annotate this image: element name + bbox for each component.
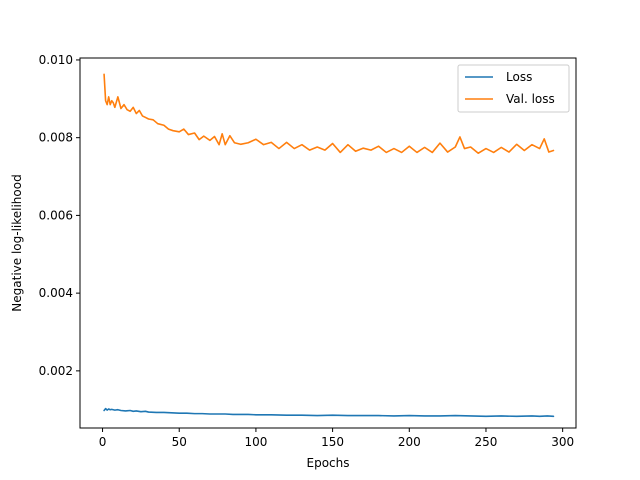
y-tick-label: 0.010 xyxy=(39,53,73,67)
series-line-loss xyxy=(103,407,555,418)
x-tick-label: 200 xyxy=(398,435,421,449)
x-tick-label: 50 xyxy=(172,435,187,449)
y-axis-label: Negative log-likelihood xyxy=(10,174,24,311)
y-axis-ticks: 0.002 0.004 0.006 0.008 0.010 xyxy=(39,53,80,378)
legend: Loss Val. loss xyxy=(457,64,570,113)
y-tick-label: 0.006 xyxy=(39,208,73,222)
x-tick-label: 0 xyxy=(99,435,107,449)
x-tick-label: 150 xyxy=(321,435,344,449)
x-tick-label: 100 xyxy=(244,435,267,449)
x-tick-label: 300 xyxy=(551,435,574,449)
x-axis-label: Epochs xyxy=(307,456,350,470)
y-tick-label: 0.002 xyxy=(39,364,73,378)
series-line-val-loss xyxy=(103,73,555,155)
x-tick-label: 250 xyxy=(475,435,498,449)
legend-label-val-loss: Val. loss xyxy=(506,92,555,106)
plot-area xyxy=(80,58,576,428)
y-tick-label: 0.008 xyxy=(39,131,73,145)
x-axis-ticks: 0 50 100 150 200 250 300 xyxy=(99,428,574,449)
legend-label-loss: Loss xyxy=(506,70,532,84)
plot-frame xyxy=(79,57,577,429)
series-layer xyxy=(103,73,555,418)
y-tick-label: 0.004 xyxy=(39,286,73,300)
